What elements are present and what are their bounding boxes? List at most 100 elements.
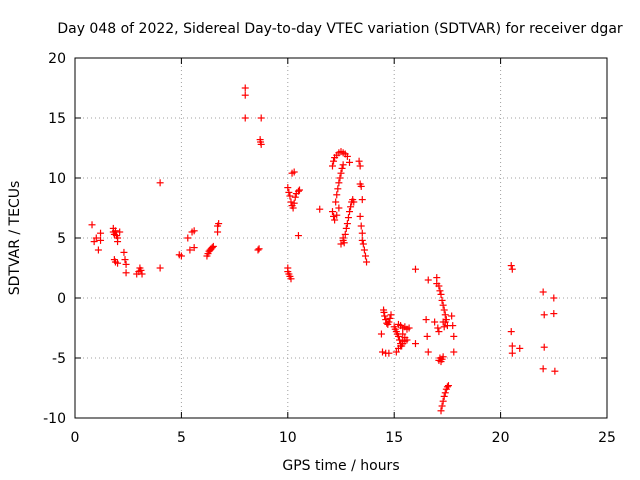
data-point (540, 343, 548, 351)
grid (75, 58, 607, 418)
data-point (392, 348, 400, 356)
data-point (435, 282, 443, 290)
data-point (290, 168, 298, 176)
data-point (440, 306, 448, 314)
data-point (287, 275, 295, 283)
data-point (361, 252, 369, 260)
data-point (539, 365, 547, 373)
data-point (411, 340, 419, 348)
data-point (440, 392, 448, 400)
y-axis-label: SDTVAR / TECUs (7, 181, 23, 296)
x-tick-label: 0 (71, 430, 80, 446)
x-tick-label: 25 (598, 430, 616, 446)
data-point (434, 324, 442, 332)
data-point (190, 244, 198, 252)
data-point (341, 230, 349, 238)
data-point (156, 264, 164, 272)
axis-ticks: 0 5 10 15 20 25 -10 -5 0 5 10 15 20 (43, 51, 616, 446)
data-point (508, 342, 516, 350)
data-point (337, 240, 345, 248)
chart-title: Day 048 of 2022, Sidereal Day-to-day VTE… (57, 21, 623, 37)
data-point (137, 266, 145, 274)
data-point (449, 322, 457, 330)
data-point (333, 191, 341, 199)
data-point (114, 238, 122, 246)
data-point (378, 348, 386, 356)
data-point (433, 274, 441, 282)
data-point (431, 318, 439, 326)
data-point (350, 198, 358, 206)
data-point (357, 222, 365, 230)
data-point (286, 192, 294, 200)
data-point (121, 256, 129, 264)
data-point (508, 265, 516, 273)
data-point (550, 310, 558, 318)
data-point (328, 208, 336, 216)
data-point (355, 157, 363, 165)
data-point (97, 236, 105, 244)
data-point (422, 316, 430, 324)
data-point (435, 328, 443, 336)
data-points (88, 84, 559, 415)
data-point (444, 382, 452, 390)
data-point (111, 227, 119, 235)
data-point (358, 236, 366, 244)
data-point (380, 308, 388, 316)
data-point (92, 234, 100, 242)
data-point (184, 234, 192, 242)
data-point (346, 208, 354, 216)
y-tick-label: 10 (48, 171, 66, 187)
data-point (424, 276, 432, 284)
data-point (443, 383, 451, 391)
x-tick-label: 15 (385, 430, 403, 446)
data-point (450, 348, 458, 356)
data-point (508, 349, 516, 357)
data-point (441, 311, 449, 319)
data-point (540, 311, 548, 319)
data-point (208, 244, 216, 252)
data-point (296, 186, 304, 194)
data-point (254, 246, 262, 254)
data-point (338, 164, 346, 172)
data-point (122, 269, 130, 277)
data-point (114, 259, 122, 267)
data-point (339, 161, 347, 169)
y-tick-label: 20 (48, 51, 66, 67)
data-point (342, 224, 350, 232)
data-point (440, 323, 448, 331)
data-point (333, 211, 341, 219)
data-point (347, 203, 355, 211)
data-point (122, 260, 130, 268)
data-point (439, 353, 447, 361)
data-point (424, 348, 432, 356)
data-point (450, 332, 458, 340)
data-point (394, 332, 402, 340)
data-point (436, 287, 444, 295)
data-point (316, 205, 324, 213)
y-tick-label: 0 (57, 291, 66, 307)
y-tick-label: -10 (43, 411, 66, 427)
data-point (343, 220, 351, 228)
data-point (507, 328, 515, 336)
data-point (255, 245, 263, 253)
data-point (441, 389, 449, 397)
data-point (411, 265, 419, 273)
data-point (437, 290, 445, 298)
data-point (337, 169, 345, 177)
data-point (448, 312, 456, 320)
data-point (356, 162, 364, 170)
data-point (405, 324, 413, 332)
data-point (294, 232, 302, 240)
data-point (156, 179, 164, 187)
data-point (289, 204, 297, 212)
y-tick-label: 5 (57, 231, 66, 247)
data-point (177, 252, 185, 260)
data-point (336, 174, 344, 182)
data-point (363, 258, 371, 266)
data-point (284, 184, 292, 192)
data-point (551, 367, 559, 375)
y-tick-label: -5 (52, 351, 66, 367)
data-point (335, 204, 343, 212)
data-point (94, 246, 102, 254)
